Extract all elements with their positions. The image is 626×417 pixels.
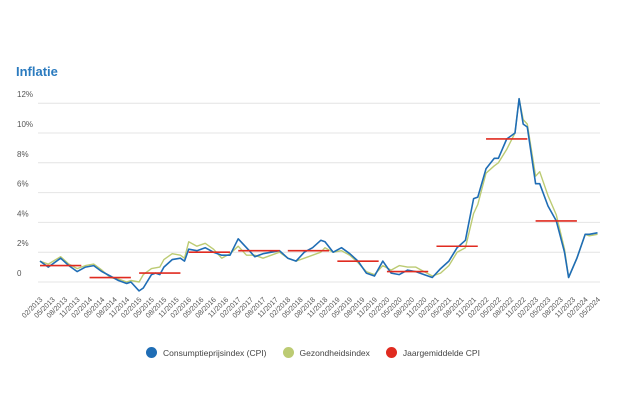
legend-item-health[interactable]: Gezondheidsindex: [282, 347, 370, 358]
y-tick-label: 6%: [17, 180, 29, 189]
legend-item-annual[interactable]: Jaargemiddelde CPI: [385, 347, 480, 358]
legend-item-cpi[interactable]: Consumptieprijsindex (CPI): [146, 347, 267, 358]
y-tick-label: 0: [17, 269, 22, 278]
legend-label-health: Gezondheidsindex: [299, 347, 370, 358]
legend: Consumptieprijsindex (CPI) Gezondheidsin…: [0, 347, 626, 358]
legend-label-annual: Jaargemiddelde CPI: [402, 347, 480, 358]
y-tick-label: 2%: [17, 239, 29, 248]
y-tick-label: 8%: [17, 150, 29, 159]
legend-swatch-health: [282, 347, 294, 358]
y-tick-label: 10%: [17, 120, 33, 129]
series-line-health-index: [39, 98, 598, 283]
chart-title: Inflatie: [16, 64, 58, 79]
y-tick-label: 12%: [17, 90, 33, 99]
legend-swatch-cpi: [146, 347, 158, 358]
legend-label-cpi: Consumptieprijsindex (CPI): [163, 347, 267, 358]
series-line-cpi: [39, 97, 598, 292]
legend-swatch-annual: [385, 347, 397, 358]
y-tick-label: 4%: [17, 209, 29, 218]
